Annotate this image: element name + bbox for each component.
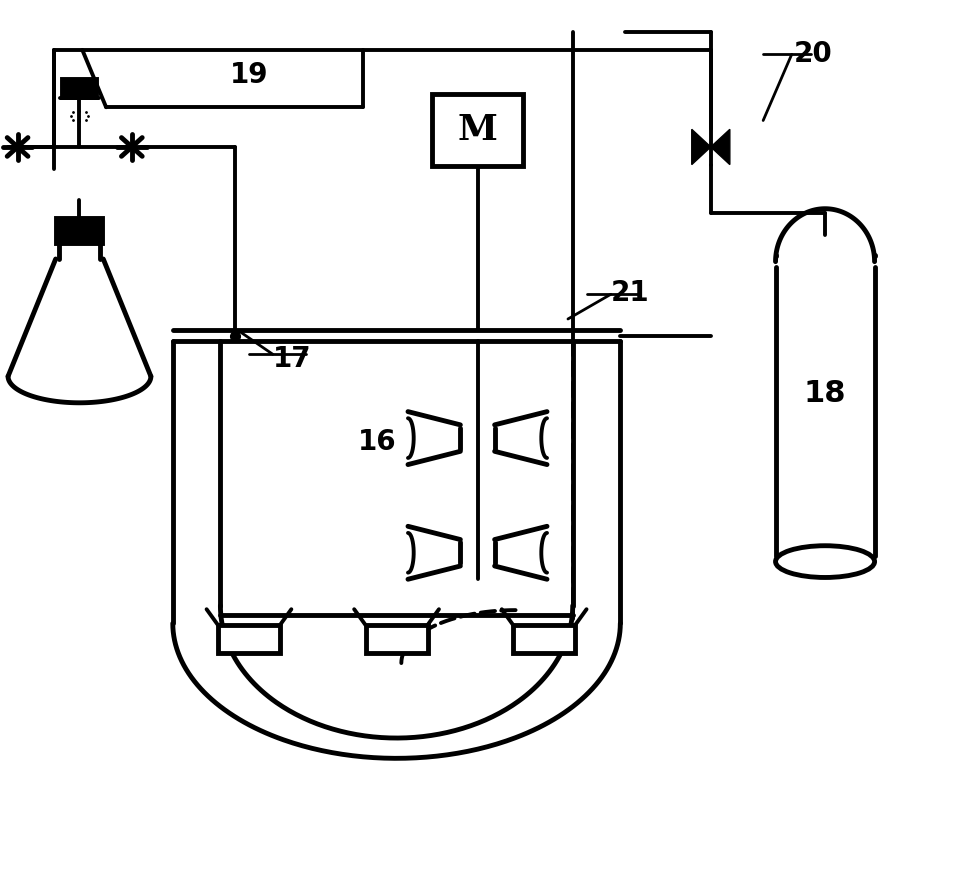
Text: 18: 18: [804, 380, 846, 409]
Text: M: M: [457, 113, 498, 147]
Bar: [218, 625, 280, 653]
Text: 16: 16: [358, 428, 397, 457]
Text: 17: 17: [273, 344, 311, 373]
Text: 19: 19: [230, 60, 268, 88]
Bar: [513, 625, 575, 653]
Text: 21: 21: [611, 279, 649, 306]
Text: 20: 20: [794, 41, 833, 68]
Bar: [433, 94, 522, 166]
Bar: [62, 79, 96, 98]
Bar: [366, 625, 428, 653]
Ellipse shape: [775, 546, 875, 578]
Bar: [55, 218, 103, 244]
Polygon shape: [691, 129, 711, 165]
Polygon shape: [711, 129, 730, 165]
